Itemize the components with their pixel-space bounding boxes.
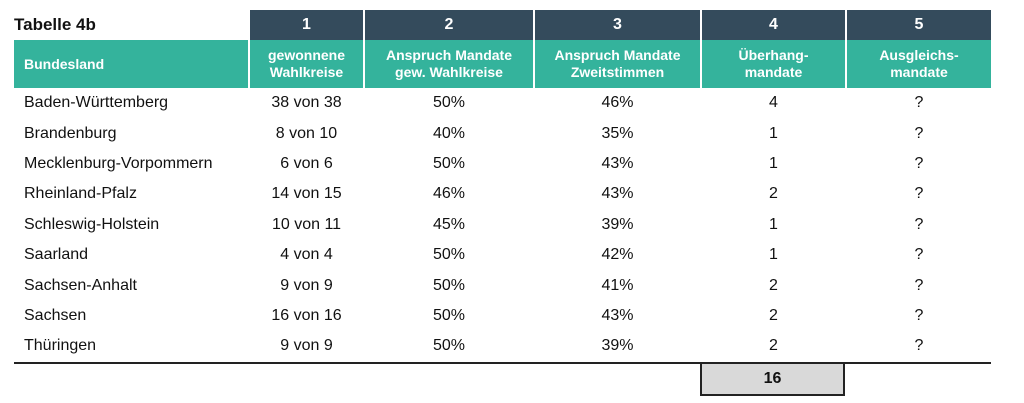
- ausgleichs-mandate: ?: [845, 209, 991, 240]
- column-number-2: 2: [363, 10, 533, 40]
- header-ueberhang: Überhang-mandate: [700, 40, 845, 88]
- state-name: Mecklenburg-Vorpommern: [24, 154, 213, 172]
- header-wahlkreise-line: Wahlkreise: [269, 64, 344, 80]
- anspruch-wahlkreise: 50%: [363, 239, 533, 271]
- header-ausgleich: Ausgleichs-mandate: [845, 40, 991, 88]
- anspruch-zweitstimmen: 43%: [533, 300, 700, 332]
- ausgleichs-mandate: ?: [845, 270, 991, 301]
- anspruch-wahlkreise: 40%: [363, 118, 533, 149]
- column-header-row: Bundesland gewonnene Wahlkreise Anspruch Ma…: [14, 40, 991, 88]
- ueberhang-mandate: 1: [700, 118, 845, 149]
- ueberhang-mandate: 2: [700, 300, 845, 332]
- anspruch-zweitstimmen: 41%: [533, 270, 700, 301]
- anspruch-wahlkreise: 50%: [363, 331, 533, 362]
- anspruch-wahlkreise: 45%: [363, 209, 533, 240]
- anspruch-wahlkreise: 46%: [363, 179, 533, 210]
- wahlkreise-won: 9 von 9: [248, 270, 363, 301]
- state-name: Sachsen: [24, 306, 87, 324]
- state-name: Brandenburg: [24, 124, 117, 142]
- column-number-5: 5: [845, 10, 991, 40]
- header-bundesland: Bundesland: [14, 40, 248, 88]
- header-ausgleich-line: Ausgleichs-: [879, 47, 959, 63]
- wahlkreise-won: 38 von 38: [248, 88, 363, 119]
- table-row: Baden-Württemberg 38 von 38 50% 46% 4?: [14, 88, 991, 119]
- state-name: Schleswig-Holstein: [24, 215, 160, 233]
- state-name: Sachsen-Anhalt: [24, 276, 137, 294]
- header-ausgleich-line: mandate: [890, 64, 948, 80]
- header-anspruch-wahlkreise-line: gew. Wahlkreise: [395, 64, 503, 80]
- table-row: Rheinland-Pfalz 14 von 15 46% 43% 2?: [14, 179, 991, 210]
- state-name: Baden-Württemberg: [24, 94, 169, 112]
- table-body: Baden-Württemberg 38 von 38 50% 46% 4? Brande…: [14, 88, 991, 362]
- table-row: Saarland 4 von 4 50% 42% 1?: [14, 239, 991, 271]
- table-row: Schleswig-Holstein 10 von 11 45% 39% 1?: [14, 209, 991, 240]
- table-title: Tabelle 4b: [14, 15, 96, 34]
- state-name: Saarland: [24, 246, 89, 264]
- overhang-total: 16: [700, 363, 845, 396]
- table-4b: Tabelle 4b 1 2 3 4 5 Bundesland gewonnene…: [14, 10, 991, 396]
- ueberhang-mandate: 4: [700, 88, 845, 119]
- wahlkreise-won: 16 von 16: [248, 300, 363, 332]
- header-ueberhang-line: Überhang-: [738, 47, 809, 63]
- header-wahlkreise: gewonnene Wahlkreise: [248, 40, 363, 88]
- ueberhang-mandate: 1: [700, 148, 845, 180]
- ausgleichs-mandate: ?: [845, 179, 991, 210]
- wahlkreise-won: 4 von 4: [248, 239, 363, 271]
- state-name: Rheinland-Pfalz: [24, 185, 137, 203]
- anspruch-wahlkreise: 50%: [363, 270, 533, 301]
- ausgleichs-mandate: ?: [845, 300, 991, 332]
- ueberhang-mandate: 2: [700, 179, 845, 210]
- table-row: Sachsen-Anhalt 9 von 9 50% 41% 2?: [14, 270, 991, 301]
- column-number-3: 3: [533, 10, 700, 40]
- column-number-4: 4: [700, 10, 845, 40]
- table-row: Mecklenburg-Vorpommern 6 von 6 50% 43% 1?: [14, 148, 991, 180]
- ausgleichs-mandate: ?: [845, 331, 991, 362]
- header-anspruch-wahlkreise-line: Anspruch Mandate: [385, 47, 512, 63]
- table-bottom-rule: [14, 361, 991, 364]
- table-row: Sachsen 16 von 16 50% 43% 2?: [14, 300, 991, 332]
- anspruch-zweitstimmen: 43%: [533, 148, 700, 180]
- total-row: 16: [14, 363, 991, 396]
- header-anspruch-zweitstimmen: Anspruch Mandate Zweitstimmen: [533, 40, 700, 88]
- anspruch-zweitstimmen: 43%: [533, 179, 700, 210]
- anspruch-zweitstimmen: 35%: [533, 118, 700, 149]
- wahlkreise-won: 9 von 9: [248, 331, 363, 362]
- table-row: Thüringen 9 von 9 50% 39% 2?: [14, 331, 991, 362]
- anspruch-wahlkreise: 50%: [363, 88, 533, 119]
- ueberhang-mandate: 2: [700, 270, 845, 301]
- header-wahlkreise-line: gewonnene: [267, 47, 345, 63]
- ueberhang-mandate: 1: [700, 239, 845, 271]
- anspruch-wahlkreise: 50%: [363, 148, 533, 180]
- anspruch-zweitstimmen: 39%: [533, 209, 700, 240]
- wahlkreise-won: 6 von 6: [248, 148, 363, 180]
- header-ueberhang-line: mandate: [744, 64, 803, 80]
- header-anspruch-zweitstimmen-line: Zweitstimmen: [570, 64, 665, 80]
- anspruch-wahlkreise: 50%: [363, 300, 533, 332]
- ausgleichs-mandate: ?: [845, 239, 991, 271]
- header-anspruch-wahlkreise: Anspruch Mandate gew. Wahlkreise: [363, 40, 533, 88]
- header-anspruch-zweitstimmen-line: Anspruch Mandate: [554, 47, 681, 63]
- wahlkreise-won: 14 von 15: [248, 179, 363, 210]
- ueberhang-mandate: 1: [700, 209, 845, 240]
- wahlkreise-won: 10 von 11: [248, 209, 363, 240]
- anspruch-zweitstimmen: 42%: [533, 239, 700, 271]
- ausgleichs-mandate: ?: [845, 88, 991, 119]
- ausgleichs-mandate: ?: [845, 148, 991, 180]
- anspruch-zweitstimmen: 39%: [533, 331, 700, 362]
- header-bundesland-line: Bundesland: [24, 55, 105, 72]
- wahlkreise-won: 8 von 10: [248, 118, 363, 149]
- column-number-row: Tabelle 4b 1 2 3 4 5: [14, 10, 991, 40]
- state-name: Thüringen: [24, 337, 97, 355]
- ausgleichs-mandate: ?: [845, 118, 991, 149]
- anspruch-zweitstimmen: 46%: [533, 88, 700, 119]
- column-number-1: 1: [248, 10, 363, 40]
- ueberhang-mandate: 2: [700, 331, 845, 362]
- table-row: Brandenburg 8 von 10 40% 35% 1?: [14, 118, 991, 149]
